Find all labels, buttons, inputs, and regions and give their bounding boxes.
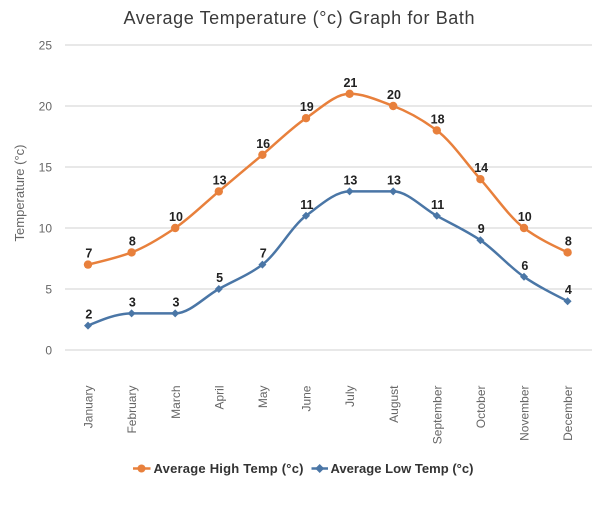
svg-text:20: 20 bbox=[39, 100, 53, 114]
svg-text:10: 10 bbox=[169, 210, 183, 224]
svg-text:13: 13 bbox=[343, 173, 357, 187]
svg-text:2: 2 bbox=[85, 308, 92, 322]
svg-text:March: March bbox=[169, 386, 183, 419]
svg-text:10: 10 bbox=[518, 210, 532, 224]
svg-text:May: May bbox=[256, 386, 270, 409]
svg-text:Average Low Temp (°c): Average Low Temp (°c) bbox=[331, 461, 474, 476]
svg-text:February: February bbox=[125, 386, 139, 434]
svg-text:7: 7 bbox=[85, 247, 92, 261]
svg-text:21: 21 bbox=[343, 76, 357, 90]
svg-text:Average Temperature (°c) Graph: Average Temperature (°c) Graph for Bath bbox=[124, 8, 475, 28]
svg-text:Temperature (°c): Temperature (°c) bbox=[12, 145, 27, 242]
svg-text:January: January bbox=[82, 386, 96, 429]
svg-text:June: June bbox=[300, 385, 314, 411]
svg-text:7: 7 bbox=[260, 247, 267, 261]
svg-text:6: 6 bbox=[521, 259, 528, 273]
svg-text:April: April bbox=[212, 386, 226, 410]
svg-text:11: 11 bbox=[300, 198, 313, 212]
svg-text:3: 3 bbox=[129, 295, 136, 309]
svg-text:3: 3 bbox=[173, 295, 180, 309]
svg-text:13: 13 bbox=[213, 173, 227, 187]
svg-text:13: 13 bbox=[387, 173, 401, 187]
svg-text:9: 9 bbox=[478, 222, 485, 236]
svg-text:8: 8 bbox=[129, 234, 136, 248]
svg-text:Average High Temp (°c): Average High Temp (°c) bbox=[154, 461, 304, 476]
svg-text:20: 20 bbox=[387, 88, 401, 102]
svg-text:4: 4 bbox=[565, 283, 572, 297]
svg-text:16: 16 bbox=[256, 137, 270, 151]
svg-text:15: 15 bbox=[39, 161, 53, 175]
svg-text:18: 18 bbox=[431, 112, 445, 126]
svg-text:July: July bbox=[343, 386, 357, 407]
svg-text:25: 25 bbox=[39, 39, 53, 53]
svg-text:August: August bbox=[387, 385, 401, 423]
svg-text:14: 14 bbox=[474, 161, 488, 175]
svg-text:19: 19 bbox=[300, 100, 314, 114]
svg-text:5: 5 bbox=[216, 271, 223, 285]
svg-text:0: 0 bbox=[45, 344, 52, 358]
svg-text:December: December bbox=[561, 386, 575, 441]
svg-text:November: November bbox=[518, 386, 532, 441]
svg-text:8: 8 bbox=[565, 234, 572, 248]
svg-text:September: September bbox=[430, 386, 444, 445]
svg-text:October: October bbox=[474, 385, 488, 428]
svg-text:5: 5 bbox=[45, 283, 52, 297]
svg-text:11: 11 bbox=[431, 198, 444, 212]
svg-text:10: 10 bbox=[39, 222, 53, 236]
